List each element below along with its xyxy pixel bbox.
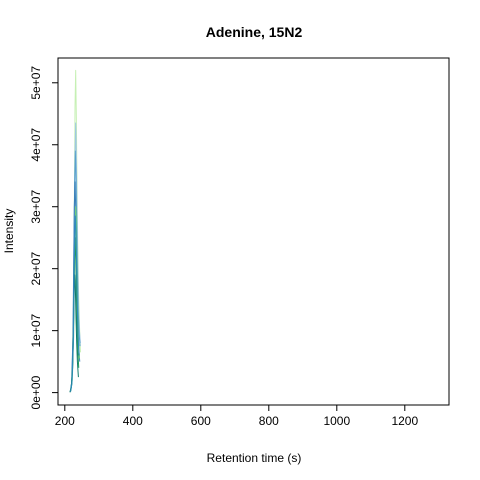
x-axis-label: Retention time (s) [207,451,302,465]
y-tick-label: 5e+07 [29,66,43,100]
plot-area [70,70,81,392]
x-tick-label: 1000 [323,414,350,428]
y-tick-label: 4e+07 [29,128,43,162]
y-axis: 0e+00 1e+07 2e+07 3e+07 4e+07 5e+07 [29,66,58,410]
y-axis-label: Intensity [2,209,16,254]
plot-frame [58,58,449,405]
y-tick-label: 0e+00 [29,375,43,409]
y-tick-label: 2e+07 [29,252,43,286]
x-tick-label: 1200 [391,414,418,428]
x-tick-label: 800 [259,414,279,428]
x-axis: 200 400 600 800 1000 1200 [55,405,419,428]
y-tick-label: 3e+07 [29,190,43,224]
x-tick-label: 600 [191,414,211,428]
x-tick-label: 400 [123,414,143,428]
chart-title: Adenine, 15N2 [206,24,303,40]
y-tick-label: 1e+07 [29,313,43,347]
x-tick-label: 200 [55,414,75,428]
